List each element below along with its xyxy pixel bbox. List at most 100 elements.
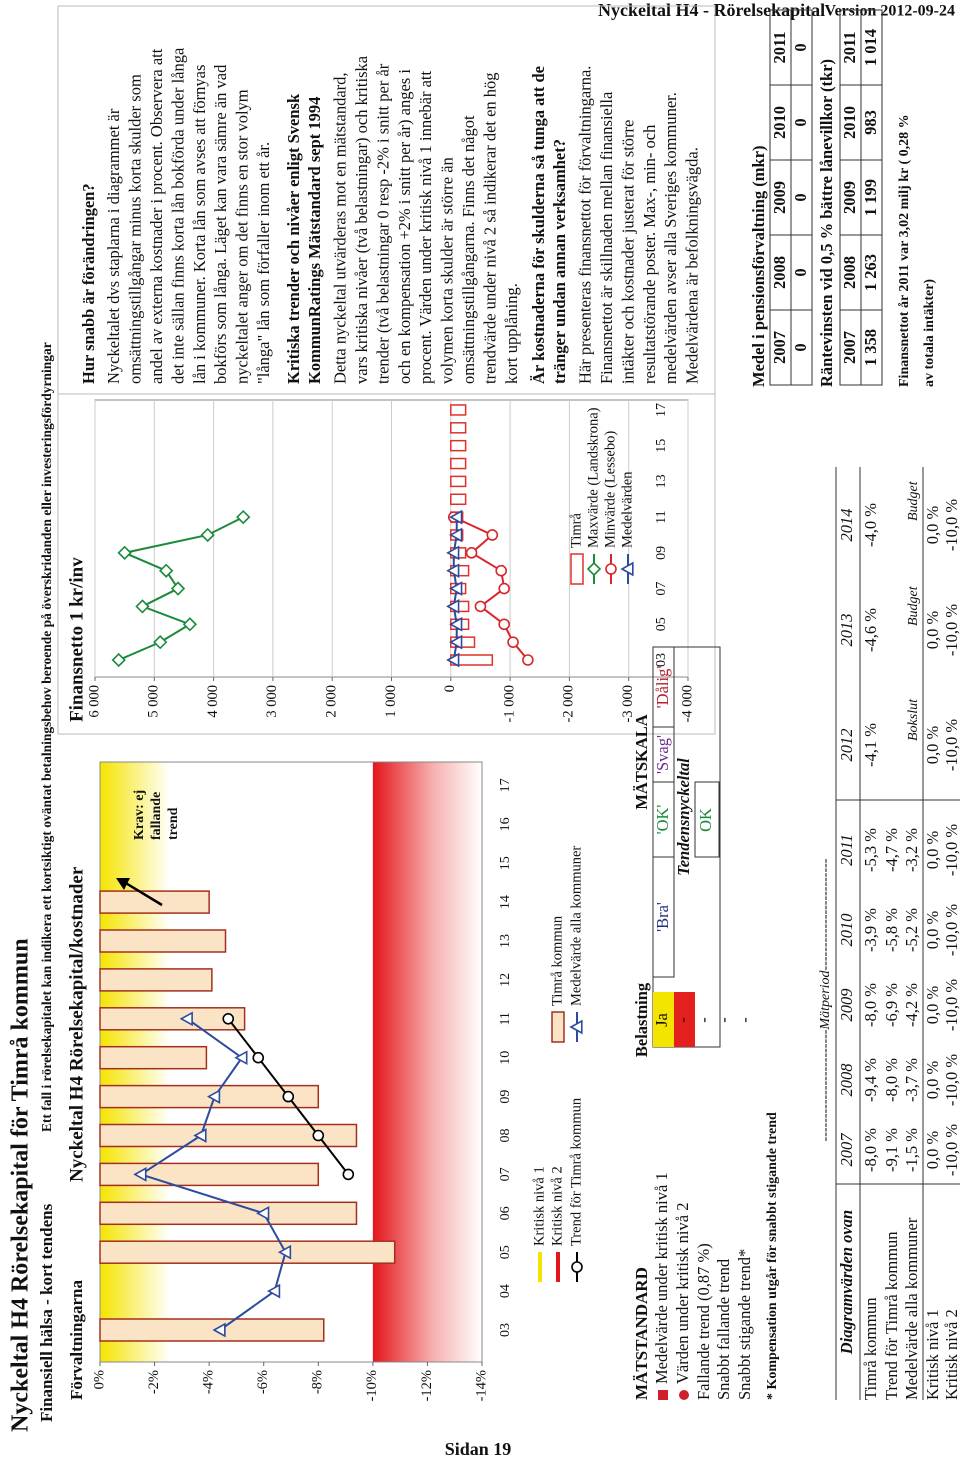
table-cell: -10,0 % — [942, 719, 960, 771]
table-cell: -9,4 % — [861, 1058, 880, 1102]
table-cell: -10,0 % — [942, 1124, 960, 1176]
icon-square — [658, 1390, 668, 1400]
table-cell: -3,7 % — [902, 1058, 921, 1102]
table-cell: -5,2 % — [902, 908, 921, 952]
small-table-year: 2011 — [840, 31, 859, 63]
finance-note: Finansnettot år 2011 var 3,02 milj kr ( … — [897, 114, 912, 387]
load-value: - — [673, 1017, 692, 1023]
year-header: 2011 — [837, 834, 856, 866]
x-tick-label: 13 — [654, 474, 669, 488]
year-header: 2009 — [837, 989, 856, 1022]
year-header: 2014 — [837, 509, 856, 542]
table-cell: -4,1 % — [861, 723, 880, 767]
point — [499, 619, 509, 629]
x-tick-label: 05 — [498, 1245, 513, 1259]
point — [523, 655, 533, 665]
legend-label: Medelvärde alla kommuner — [568, 846, 584, 1006]
legend-marker — [572, 1262, 582, 1272]
y-tick-label: -6% — [255, 1370, 271, 1394]
icon-circle — [679, 1390, 689, 1400]
panel-text: vars kritiska nivåer (två belastningar) … — [352, 55, 371, 384]
legend-swatch — [571, 554, 583, 584]
critical-zone-2 — [373, 762, 482, 1362]
legend-marker — [588, 563, 600, 575]
point — [253, 1053, 263, 1063]
panel-text: det inte sällan finns korta lån bokförda… — [168, 47, 187, 384]
bar — [100, 891, 209, 913]
description: Ett fall i rörelsekapitalet kan indikera… — [39, 342, 54, 1132]
standard-row-label: Snabbt stigande trend* — [735, 1249, 754, 1400]
bar — [451, 459, 466, 469]
y-tick-label: -4 000 — [679, 685, 695, 722]
point — [184, 618, 196, 630]
y-tick-label: -14% — [473, 1370, 489, 1401]
point — [160, 565, 172, 577]
load-value: - — [694, 1017, 713, 1023]
y-tick-label: 5 000 — [146, 685, 162, 718]
page-title: Nyckeltal H4 Rörelsekapital för Timrå ko… — [8, 938, 34, 1432]
table-row-label: Kritisk nivå 2 — [942, 1309, 960, 1400]
scale-label: 'OK' — [653, 805, 672, 835]
panel-text: "långa" lån som förfaller inom ett år. — [254, 142, 273, 384]
year-header: 2012 — [837, 729, 856, 762]
table-note: Bokslut — [906, 698, 921, 741]
table-note: Budget — [906, 585, 921, 626]
y-tick-label: -12% — [419, 1370, 435, 1401]
small-table-value: 0 — [791, 118, 810, 126]
legend-label: Timrå — [568, 513, 584, 548]
panel-heading: Hur snabb är förändringen? — [79, 183, 98, 384]
legend-label: Kritisk nivå 2 — [549, 1166, 565, 1246]
bar — [451, 476, 466, 486]
y-tick-label: 2 000 — [324, 685, 340, 718]
x-tick-label: 16 — [498, 817, 513, 831]
chart-title: Finansnetto 1 kr/inv — [66, 557, 87, 722]
table-cell: -6,9 % — [882, 983, 901, 1027]
panel-text: procent. Värden under kritisk nivå 1 inn… — [416, 70, 435, 384]
panel-text: resultatstörande poster. Max-, min- och — [640, 124, 659, 384]
standard-row-label: Fallande trend (0,87 %) — [694, 1243, 713, 1400]
panel-text: och en kompensation +2% i snitt per år) … — [395, 69, 414, 384]
rotated-page: Nyckeltal H4 Rörelsekapital för Timrå ko… — [8, 6, 960, 1432]
small-table-year: 2007 — [770, 331, 789, 364]
year-header: 2010 — [837, 913, 856, 947]
year-header: 2013 — [837, 614, 856, 647]
point — [154, 636, 166, 648]
table-row-label: Trend för Timrå kommun — [882, 1231, 901, 1400]
point — [487, 530, 497, 540]
table-title: Diagramvärden ovan — [837, 1210, 856, 1355]
load-value: - — [735, 1017, 754, 1023]
table-row-label: Kritisk nivå 1 — [923, 1309, 942, 1400]
panel-text: bokförs som långa. Läget kan vara sämre … — [211, 64, 230, 384]
bar — [451, 405, 466, 415]
small-table-value: 1 014 — [861, 29, 880, 66]
footnote: * Kompensation utgår för snabbt stigande… — [765, 1112, 780, 1400]
bar — [451, 441, 466, 451]
section-label: Förvaltningarna — [67, 1280, 86, 1400]
small-table-value: 0 — [791, 43, 810, 51]
small-table-year: 2009 — [770, 181, 789, 214]
chart-title: Nyckeltal H4 Rörelsekapital/kostnader — [66, 866, 87, 1182]
standard-row-label: Medelvärde under kritisk nivå 1 — [652, 1172, 671, 1384]
panel-text: Här presenteras finansnettot för förvalt… — [576, 66, 595, 384]
point — [172, 583, 184, 595]
point — [283, 1092, 293, 1102]
legend-label: Maxvärde (Landskrona) — [585, 407, 601, 548]
small-table-value: 1 263 — [861, 254, 880, 291]
panel-text: nyckeltalet anger om det finns en stor v… — [233, 89, 252, 384]
scale-header: MÄTSKALA — [632, 714, 651, 809]
bar — [451, 494, 466, 504]
x-tick-label: 14 — [498, 895, 513, 909]
small-table-year: 2010 — [840, 106, 859, 139]
x-tick-label: 09 — [498, 1090, 513, 1104]
point — [136, 600, 148, 612]
legend-marker — [606, 564, 616, 574]
x-tick-label: 15 — [654, 439, 669, 453]
table-cell: -3,2 % — [902, 828, 921, 872]
point — [343, 1169, 353, 1179]
page-header-right: Version 2012-09-24 — [824, 3, 955, 20]
small-table-year: 2010 — [770, 106, 789, 139]
x-tick-label: 08 — [498, 1129, 513, 1143]
table-row-label: Medelvärde alla kommuner — [902, 1217, 921, 1400]
y-tick-label: 0% — [91, 1370, 107, 1389]
